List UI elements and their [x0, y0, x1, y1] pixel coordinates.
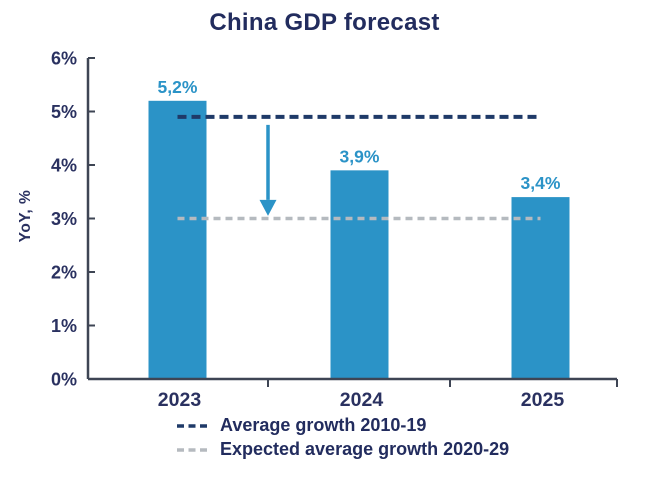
- bar-2024: [330, 170, 389, 379]
- gray-dashed-line-swatch-icon: [177, 447, 209, 452]
- legend-label-expected-average-growth: Expected average growth 2020-29: [220, 439, 510, 459]
- y-tick-label-4%: 4%: [51, 156, 77, 176]
- bar-value-label-2024: 3,9%: [340, 146, 380, 166]
- y-tick-label-0%: 0%: [51, 370, 77, 390]
- down-arrow-icon: [259, 199, 277, 216]
- chart-title: China GDP forecast: [209, 9, 440, 36]
- y-tick-label-6%: 6%: [51, 49, 77, 69]
- bar-2025: [511, 197, 570, 379]
- legend-item-average-growth-2010-19: Average growth 2010-19: [176, 414, 509, 437]
- bar-value-label-2023: 5,2%: [158, 77, 198, 97]
- x-tick-label-2025: 2025: [521, 389, 565, 411]
- y-tick-label-3%: 3%: [51, 209, 77, 229]
- y-tick-label-1%: 1%: [51, 316, 77, 336]
- legend-item-expected-average-growth-2020-29: Expected average growth 2020-29: [176, 438, 509, 461]
- y-tick-label-2%: 2%: [51, 263, 77, 283]
- x-tick-label-2024: 2024: [340, 389, 384, 411]
- legend-label-average-growth: Average growth 2010-19: [220, 415, 427, 435]
- y-tick-label-5%: 5%: [51, 102, 77, 122]
- bar-2023: [148, 100, 207, 380]
- bar-value-label-2025: 3,4%: [521, 173, 561, 193]
- navy-dashed-line-swatch-icon: [177, 423, 209, 428]
- legend: Average growth 2010-19 Expected average …: [176, 414, 509, 461]
- y-axis-title: YoY, %: [17, 190, 34, 243]
- x-tick-label-2023: 2023: [158, 389, 202, 411]
